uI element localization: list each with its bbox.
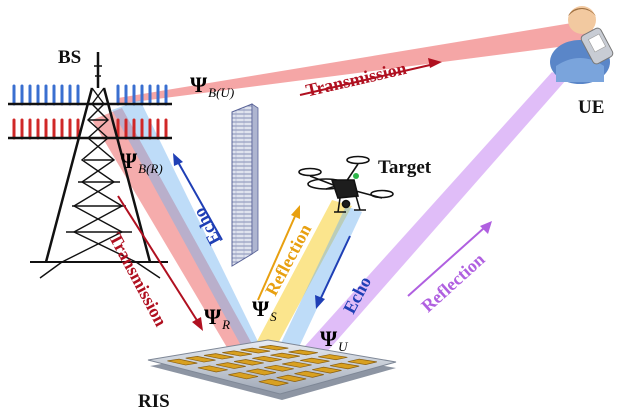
channel-subscript-s: S [270,309,277,324]
channel-subscript-br: B(R) [138,161,163,176]
arrow-transmission-top [299,58,442,96]
obstacle-wall-icon [231,103,259,267]
ue-user-phone-icon [550,6,614,84]
ris-element [240,347,271,354]
ris-element [246,368,276,376]
ris-element [276,374,307,382]
antenna-array-blue [12,84,168,106]
ris-element [312,366,342,374]
psi-symbol: Ψ [120,148,138,173]
beam-bs-ue [118,20,597,104]
ris-element [318,354,348,361]
ris-element [258,378,289,387]
ris-element [197,365,228,373]
beam-ris-ue-reflection [296,72,566,362]
channel-label-s: ΨS [252,296,277,324]
beam-target-ris-echo [272,206,362,362]
channel-label-u: ΨU [320,326,348,354]
ris-panel-icon [147,339,397,400]
node-label-target: Target [378,157,432,178]
ris-element [294,370,324,378]
ris-element [282,361,312,368]
psi-symbol: Ψ [190,72,208,97]
channel-label-r: ΨR [204,304,231,332]
ris-element [222,350,252,357]
ris-element [252,355,282,363]
beams [92,20,597,366]
antenna-array-red [12,118,168,140]
ris-element [228,372,259,380]
ris-element [234,359,264,366]
ris-element [264,364,294,372]
ris-element [203,353,234,360]
arrow-echo-left [173,153,223,241]
ris-element [258,345,289,351]
ris-element [347,358,377,365]
psi-symbol: Ψ [252,296,270,321]
channel-subscript-bu: B(U) [208,85,235,100]
ris-element [215,362,246,369]
ris-element [329,362,360,370]
arrow-echo-right [315,235,351,309]
psi-symbol: Ψ [204,304,222,329]
channel-subscript-u: U [338,339,348,354]
ris-element [185,356,216,363]
ris-elements [167,345,377,387]
beam-ris-target-reflection [246,200,352,362]
channel-label-br: ΨB(R) [120,148,163,176]
node-label-ue: UE [578,97,605,118]
channel-label-bu: ΨB(U) [190,72,235,100]
flow-arrows [117,58,492,331]
ris-element [270,352,300,359]
base-station-tower-icon [8,52,172,279]
node-label-ris: RIS [138,391,170,412]
drone-target-icon [298,155,394,213]
arrow-transmission-left [117,195,203,331]
beam-ris-bs-echo [112,100,266,362]
node-label-bs: BS [58,47,82,68]
arrow-reflection-mid [257,205,300,301]
arrow-reflection-right [407,221,492,297]
ris-element [300,357,330,364]
psi-symbol: Ψ [320,326,338,351]
channel-subscript-r: R [222,317,231,332]
ris-element [167,358,198,366]
ris-element [288,349,318,356]
